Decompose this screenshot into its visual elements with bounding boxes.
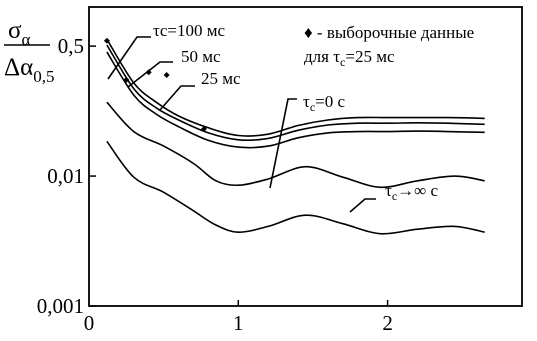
- ylabel-denominator-subscript: 0,5: [33, 67, 54, 86]
- sample-marker: [200, 126, 207, 133]
- axis-ticks: 0 1 2 0,001 0,01 0,5: [37, 34, 393, 335]
- series-curves: [106, 38, 485, 235]
- curve-tc100: [106, 38, 485, 137]
- legend: ♦ - выборочные данные для τc=25 мс: [304, 23, 474, 69]
- x-tick-label: 2: [382, 311, 393, 335]
- curve-annotations: τc=100 мс 50 мс 25 мс τc=0 с τc→∞ с: [153, 21, 439, 203]
- curve-tcinf: [106, 140, 485, 235]
- leader-tcinf: [349, 198, 376, 213]
- y-axis-label: σα Δα0,5: [4, 17, 54, 86]
- leader-tc0: [269, 98, 297, 189]
- y-tick-label: 0,5: [58, 34, 84, 58]
- svg-text:σα: σα: [8, 17, 30, 49]
- legend-line-1: ♦ - выборочные данные: [304, 23, 474, 42]
- curve-tc25: [106, 51, 485, 149]
- y-tick-label: 0,01: [47, 164, 84, 188]
- curve-tc0: [106, 101, 485, 189]
- plot-frame: [88, 6, 523, 307]
- leader-tc100: [107, 36, 151, 80]
- x-tick-label: 0: [84, 311, 95, 335]
- sample-markers: [103, 37, 207, 133]
- sample-marker: [123, 76, 130, 83]
- annotation-tc50: 50 мс: [181, 47, 221, 66]
- annotation-tc0: τc=0 с: [303, 92, 346, 114]
- sample-marker: [163, 71, 170, 78]
- x-tick-label: 1: [233, 311, 244, 335]
- legend-line-2: для τc=25 мс: [304, 47, 395, 69]
- leader-tc50: [127, 61, 173, 88]
- annotation-tc25: 25 мс: [201, 69, 241, 88]
- annotation-tcinf: τc→∞ с: [385, 181, 439, 203]
- curve-tc50: [106, 44, 485, 142]
- y-tick-label: 0,001: [37, 294, 84, 318]
- leader-tc25: [159, 85, 195, 111]
- ylabel-numerator-subscript: α: [21, 30, 30, 49]
- annotation-tc100: τc=100 мс: [153, 21, 225, 40]
- sample-marker: [145, 69, 152, 76]
- sample-marker: [103, 37, 110, 44]
- ylabel-denominator-symbol: Δα: [4, 54, 33, 81]
- annotation-leaders: [107, 36, 376, 213]
- svg-text:Δα0,5: Δα0,5: [4, 54, 54, 86]
- ylabel-numerator-symbol: σ: [8, 17, 22, 44]
